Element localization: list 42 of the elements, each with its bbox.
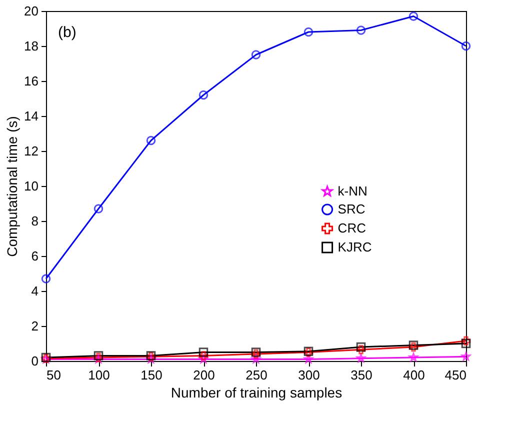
x-tick-label: 400 [403,368,425,382]
y-tick-label: 4 [31,284,38,298]
x-tick-label: 300 [298,368,320,382]
legend-label: SRC [338,202,366,216]
annotation: (b) [58,24,76,41]
y-tick-label: 8 [31,214,38,228]
point [356,345,366,354]
x-tick-label: 50 [46,368,61,382]
legend-label: KJRC [338,240,372,254]
y-tick-label: 20 [24,4,38,18]
x-tick-label: 350 [350,368,372,382]
y-tick-label: 2 [31,318,38,334]
point [198,348,208,357]
y-tick-label: 0 [31,354,38,368]
x-tick-label: 200 [193,368,215,382]
legend-label: k-NN [338,184,368,198]
point [41,274,51,284]
point [356,342,366,352]
legend-label: CRC [338,220,366,236]
y-tick-label: 10 [24,178,38,194]
point [356,26,366,35]
point [461,338,471,348]
point [251,50,261,60]
y-tick-label: 16 [24,74,38,88]
y-tick-label: 14 [24,108,38,124]
y-tick-label: 18 [24,38,38,54]
point [198,90,208,100]
y-tick-label: 6 [31,248,38,264]
point [461,336,471,346]
point [198,351,208,360]
y-tick-label: 12 [24,144,38,158]
x-tick-label: 450 [444,368,466,382]
x-tick-label: 150 [140,368,162,382]
point [408,12,418,21]
x-tick-label: 100 [88,368,110,382]
point [94,204,104,214]
point [461,41,471,51]
point [146,136,156,146]
x-axis-title: Number of training samples [170,384,342,400]
x-tick-label: 250 [246,368,268,382]
y-axis-title: Computational time (s) [4,116,20,257]
point [304,27,314,37]
